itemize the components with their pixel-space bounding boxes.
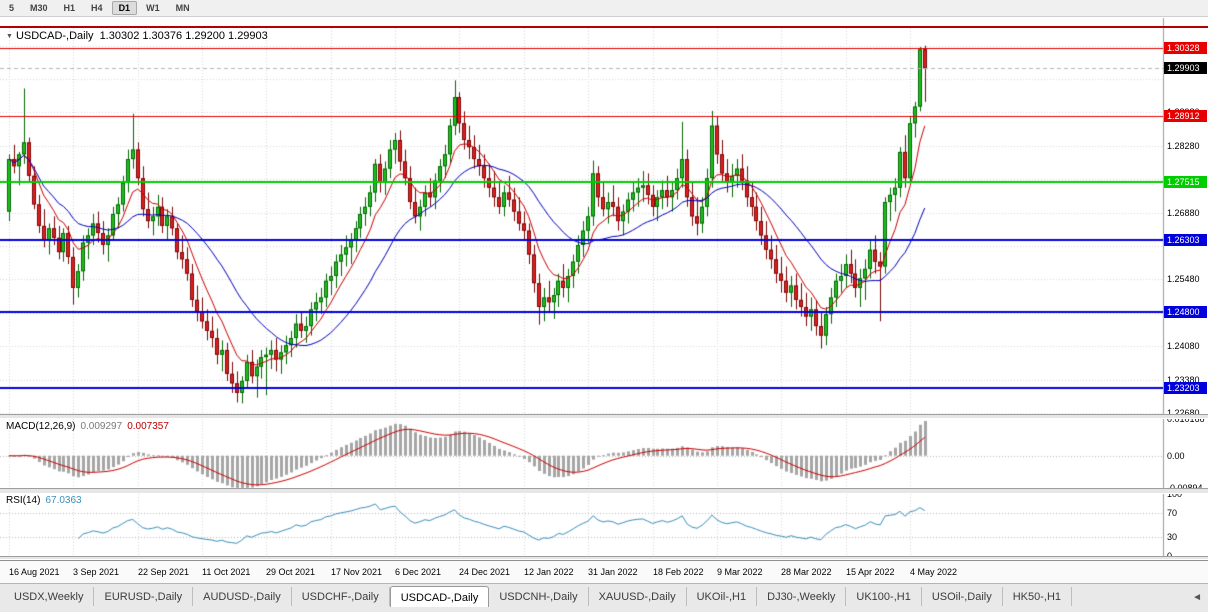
tab-xauusd-daily[interactable]: XAUUSD-,Daily [589,587,687,606]
tab-usdchf-daily[interactable]: USDCHF-,Daily [292,587,390,606]
date-label: 29 Oct 2021 [266,567,316,577]
rsi-axis-label: 30 [1167,532,1178,543]
price-level-badge-1.30328: 1.30328 [1164,41,1207,54]
date-label: 31 Jan 2022 [588,567,638,577]
period-button-H4[interactable]: H4 [91,3,103,13]
chevron-down-icon: ▼ [6,33,13,40]
chart-title: ▼ USDCAD-,Daily 1.30302 1.30376 1.29200 1.… [6,30,268,42]
tab-uk100-h1[interactable]: UK100-,H1 [846,587,922,606]
tab-usdx-weekly[interactable]: USDX,Weekly [4,587,95,606]
tab-scroll-left-icon[interactable]: ◄ [1192,592,1202,603]
price-level-badge-1.24800: 1.24800 [1164,305,1207,318]
date-label: 24 Dec 2021 [459,567,511,577]
date-label: 3 Sep 2021 [73,567,120,577]
date-label: 15 Apr 2022 [846,567,895,577]
chart-ohlc-readout: 1.30302 1.30376 1.29200 1.29903 [99,30,268,42]
current-price-badge: 1.29903 [1164,62,1207,75]
price-tick-label: 1.24080 [1167,341,1200,352]
date-label: 18 Feb 2022 [653,567,704,577]
date-label: 28 Mar 2022 [781,567,832,577]
panel-splitter[interactable] [0,556,1208,560]
price-axis: 1.289801.282801.268801.254801.240801.233… [1164,18,1208,583]
price-tick-label: 1.28280 [1167,140,1200,151]
date-label: 22 Sep 2021 [138,567,190,577]
macd-signal-value: 0.007357 [127,421,169,432]
date-label: 4 May 2022 [910,567,958,577]
date-label: 17 Nov 2021 [331,567,383,577]
date-label: 9 Mar 2022 [717,567,763,577]
rsi-axis-label: 100 [1167,489,1183,499]
tab-hk50-h1[interactable]: HK50-,H1 [1003,587,1073,606]
period-button-M30[interactable]: M30 [30,3,48,13]
tab-ukoil-h1[interactable]: UKOil-,H1 [687,587,758,606]
macd-axis-label: 0.010166 [1167,414,1205,424]
chart-symbol-label: USDCAD-,Daily [15,30,94,42]
rsi-axis-label: 70 [1167,507,1178,518]
price-tick-label: 1.26880 [1167,207,1200,218]
panel-splitter[interactable] [0,488,1208,494]
timeframe-toolbar: 5 M30 H1 H4 D1 W1 MN [0,0,1208,17]
macd-title: MACD(12,26,9) 0.009297 0.007357 [6,421,169,432]
date-label: 6 Dec 2021 [395,567,442,577]
panel-splitter[interactable] [0,414,1208,419]
price-level-badge-1.23203: 1.23203 [1164,381,1207,394]
rsi-title: RSI(14) 67.0363 [6,495,82,506]
period-button-MN[interactable]: MN [175,3,190,13]
tab-usdcnh-daily[interactable]: USDCNH-,Daily [489,587,589,606]
macd-axis-label: 0.00 [1167,450,1185,461]
price-level-badge-1.26303: 1.26303 [1164,234,1207,247]
price-tick-label: 1.22680 [1167,407,1200,418]
macd-main-value: 0.009297 [80,421,123,432]
tab-eurusd-daily[interactable]: EURUSD-,Daily [94,587,194,606]
rsi-value: 67.0363 [45,495,82,506]
chart-window-top-border [0,26,1208,28]
date-label: 12 Jan 2022 [524,567,574,577]
date-axis: 16 Aug 2021 3 Sep 2021 22 Sep 2021 11 Oct 2… [0,560,1208,583]
price-tick-label: 1.23380 [1167,374,1200,385]
date-label: 11 Oct 2021 [202,567,251,577]
period-button-W1[interactable]: W1 [146,3,160,13]
price-level-badge-1.28912: 1.28912 [1164,109,1207,122]
tab-dj30-weekly[interactable]: DJ30-,Weekly [757,587,847,606]
period-button-D1[interactable]: D1 [111,1,138,15]
tab-usoil-daily[interactable]: USOil-,Daily [922,587,1003,606]
period-button-H1[interactable]: H1 [63,3,76,13]
period-button-5[interactable]: 5 [9,3,15,13]
chart-tab-bar: USDX,Weekly EURUSD-,Daily AUDUSD-,Daily USD… [0,583,1208,612]
tab-usdcad-daily[interactable]: USDCAD-,Daily [389,586,490,607]
price-level-badge-1.27515: 1.27515 [1164,176,1207,189]
macd-label: MACD(12,26,9) [6,421,76,432]
rsi-label: RSI(14) [6,495,41,506]
price-tick-label: 1.25480 [1167,274,1200,285]
date-label: 16 Aug 2021 [9,567,60,577]
tab-audusd-daily[interactable]: AUDUSD-,Daily [193,587,292,606]
